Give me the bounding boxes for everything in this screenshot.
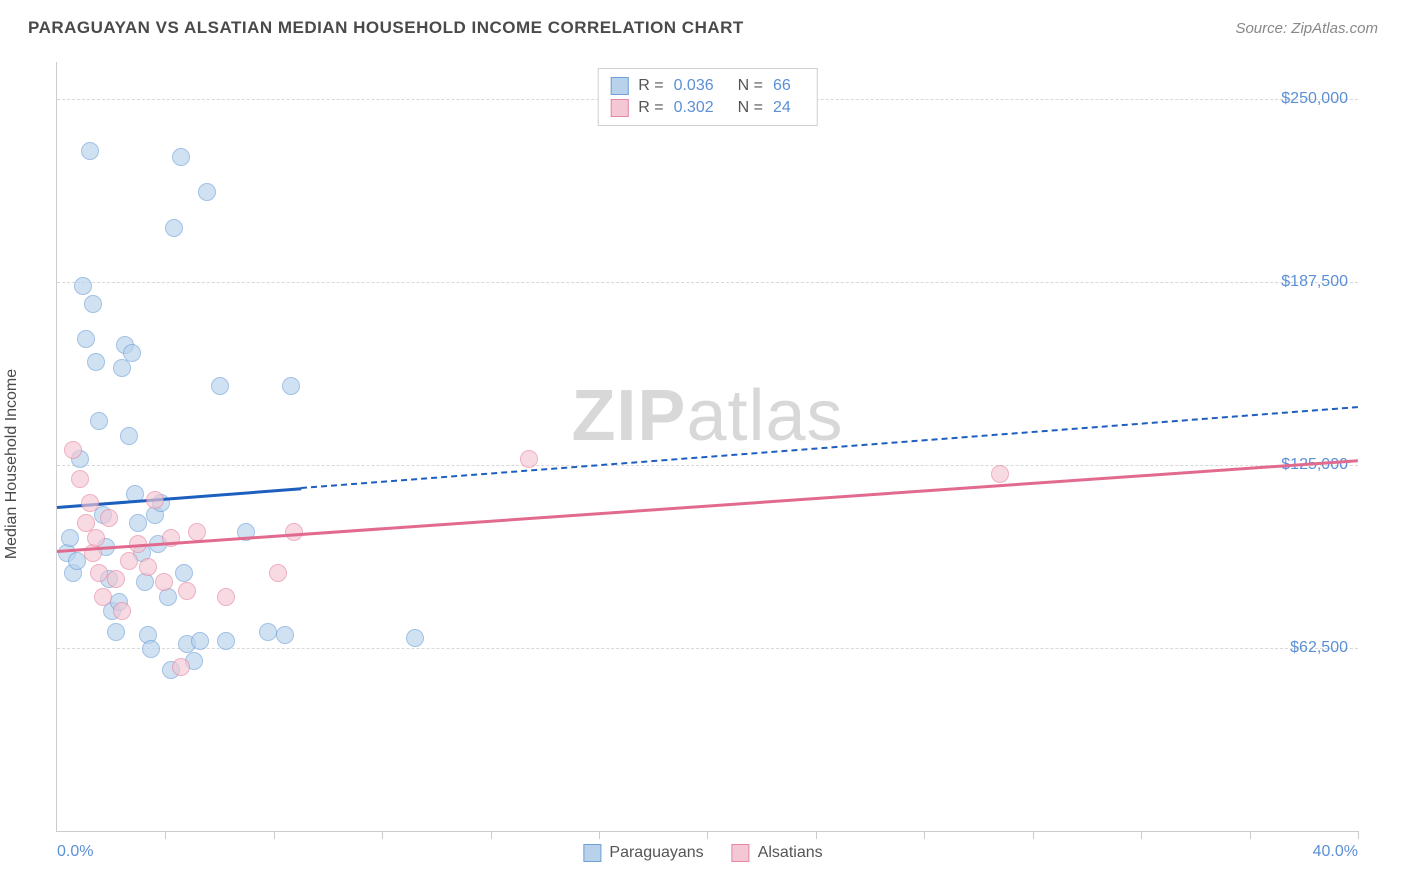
y-axis-label: Median Household Income <box>3 369 21 559</box>
grid-line <box>57 282 1358 283</box>
scatter-point <box>87 353 105 371</box>
scatter-point <box>123 344 141 362</box>
scatter-point <box>107 623 125 641</box>
scatter-point <box>178 582 196 600</box>
legend-stats-row-paraguayans: R = 0.036 N = 66 <box>610 75 805 97</box>
legend-label-alsatians: Alsatians <box>758 844 823 862</box>
chart-header: PARAGUAYAN VS ALSATIAN MEDIAN HOUSEHOLD … <box>0 0 1406 48</box>
x-tick <box>1033 831 1034 839</box>
scatter-point <box>129 514 147 532</box>
x-tick <box>1250 831 1251 839</box>
legend-r-label: R = <box>638 99 663 117</box>
scatter-point <box>81 494 99 512</box>
scatter-point <box>172 658 190 676</box>
scatter-point <box>94 588 112 606</box>
x-axis-start-label: 0.0% <box>57 843 93 861</box>
scatter-point <box>520 450 538 468</box>
scatter-point <box>146 491 164 509</box>
legend-stats: R = 0.036 N = 66 R = 0.302 N = 24 <box>597 68 818 126</box>
scatter-point <box>87 529 105 547</box>
scatter-point <box>217 588 235 606</box>
legend-n-label: N = <box>738 77 763 95</box>
legend-swatch-paraguayans <box>610 77 628 95</box>
scatter-point <box>282 377 300 395</box>
scatter-point <box>120 552 138 570</box>
x-tick <box>1358 831 1359 839</box>
scatter-point <box>406 629 424 647</box>
legend-n-value-alsatians: 24 <box>773 99 791 117</box>
scatter-point <box>71 470 89 488</box>
legend-label-paraguayans: Paraguayans <box>609 844 703 862</box>
legend-n-label: N = <box>738 99 763 117</box>
plot-area: ZIPatlas R = 0.036 N = 66 R = 0.302 N = … <box>56 62 1358 832</box>
y-tick-label: $62,500 <box>1290 639 1348 657</box>
legend-item-paraguayans: Paraguayans <box>583 844 703 862</box>
scatter-point <box>198 183 216 201</box>
x-tick <box>924 831 925 839</box>
chart-container: Median Household Income ZIPatlas R = 0.0… <box>28 54 1378 874</box>
legend-r-value-paraguayans: 0.036 <box>674 77 714 95</box>
scatter-point <box>991 465 1009 483</box>
scatter-point <box>61 529 79 547</box>
grid-line <box>57 465 1358 466</box>
chart-title: PARAGUAYAN VS ALSATIAN MEDIAN HOUSEHOLD … <box>28 18 744 38</box>
watermark: ZIPatlas <box>571 375 843 457</box>
scatter-point <box>191 632 209 650</box>
x-tick <box>707 831 708 839</box>
x-tick <box>165 831 166 839</box>
scatter-point <box>100 509 118 527</box>
legend-swatch-alsatians <box>732 844 750 862</box>
scatter-point <box>113 602 131 620</box>
scatter-point <box>172 148 190 166</box>
x-tick <box>491 831 492 839</box>
scatter-point <box>142 640 160 658</box>
scatter-point <box>81 142 99 160</box>
x-tick <box>1141 831 1142 839</box>
scatter-point <box>276 626 294 644</box>
x-tick <box>599 831 600 839</box>
grid-line <box>57 648 1358 649</box>
legend-swatch-alsatians <box>610 99 628 117</box>
x-tick <box>274 831 275 839</box>
scatter-point <box>107 570 125 588</box>
scatter-point <box>175 564 193 582</box>
y-tick-label: $187,500 <box>1281 273 1348 291</box>
scatter-point <box>68 552 86 570</box>
scatter-point <box>84 295 102 313</box>
scatter-point <box>90 412 108 430</box>
scatter-point <box>155 573 173 591</box>
y-tick-label: $250,000 <box>1281 90 1348 108</box>
watermark-zip: ZIP <box>571 376 686 456</box>
scatter-point <box>165 219 183 237</box>
legend-series: Paraguayans Alsatians <box>583 844 822 862</box>
scatter-point <box>269 564 287 582</box>
legend-n-value-paraguayans: 66 <box>773 77 791 95</box>
scatter-point <box>139 558 157 576</box>
scatter-point <box>259 623 277 641</box>
x-tick <box>382 831 383 839</box>
x-axis-end-label: 40.0% <box>1313 843 1358 861</box>
x-tick <box>816 831 817 839</box>
scatter-point <box>120 427 138 445</box>
scatter-point <box>211 377 229 395</box>
scatter-point <box>74 277 92 295</box>
legend-r-label: R = <box>638 77 663 95</box>
scatter-point <box>64 441 82 459</box>
trend-line-dashed <box>301 406 1358 489</box>
source-attribution: Source: ZipAtlas.com <box>1235 20 1378 37</box>
legend-swatch-paraguayans <box>583 844 601 862</box>
scatter-point <box>217 632 235 650</box>
legend-r-value-alsatians: 0.302 <box>674 99 714 117</box>
trend-line-solid <box>57 459 1358 552</box>
legend-stats-row-alsatians: R = 0.302 N = 24 <box>610 97 805 119</box>
scatter-point <box>188 523 206 541</box>
watermark-atlas: atlas <box>686 376 843 456</box>
scatter-point <box>77 330 95 348</box>
legend-item-alsatians: Alsatians <box>732 844 823 862</box>
